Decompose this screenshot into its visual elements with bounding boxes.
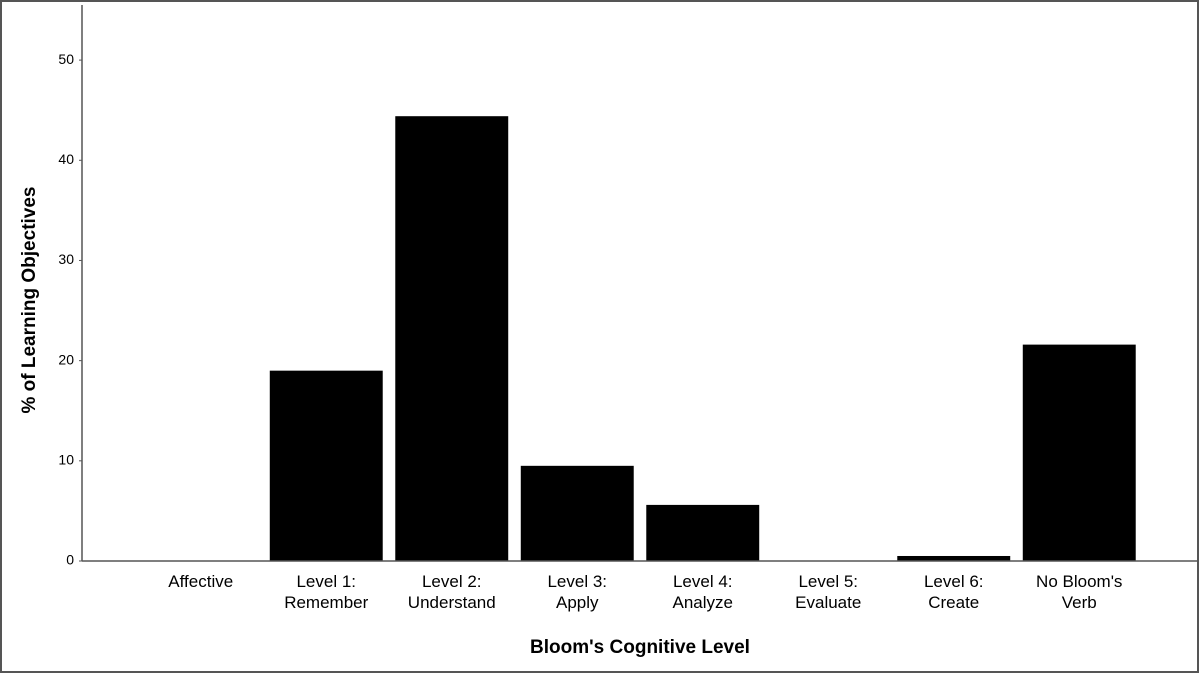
bar	[646, 504, 760, 561]
bar	[395, 116, 509, 561]
y-tick-label: 40	[58, 151, 74, 167]
x-axis-title: Bloom's Cognitive Level	[530, 637, 750, 658]
y-tick-label: 30	[58, 251, 74, 267]
bar	[269, 370, 383, 561]
x-tick-label: Level 6: Create	[923, 572, 984, 612]
y-axis-title: % of Learning Objectives	[19, 187, 40, 414]
bar	[1022, 344, 1136, 561]
y-tick-label: 50	[58, 51, 74, 67]
x-tick-label: Level 4: Analyze	[672, 572, 733, 612]
x-tick-label: Level 5: Evaluate	[795, 572, 862, 612]
y-tick-label: 0	[66, 552, 74, 568]
y-tick-label: 10	[58, 452, 74, 468]
x-tick-label: Level 2: Understand	[407, 572, 496, 612]
bar	[897, 555, 1011, 561]
x-tick-label: Level 1: Remember	[284, 572, 369, 612]
bar	[520, 465, 634, 561]
x-tick-label: Level 3: Apply	[547, 572, 608, 612]
x-tick-label: Affective	[168, 572, 234, 591]
y-tick-label: 20	[58, 351, 74, 367]
x-tick-label: No Bloom's Verb	[1036, 572, 1123, 612]
